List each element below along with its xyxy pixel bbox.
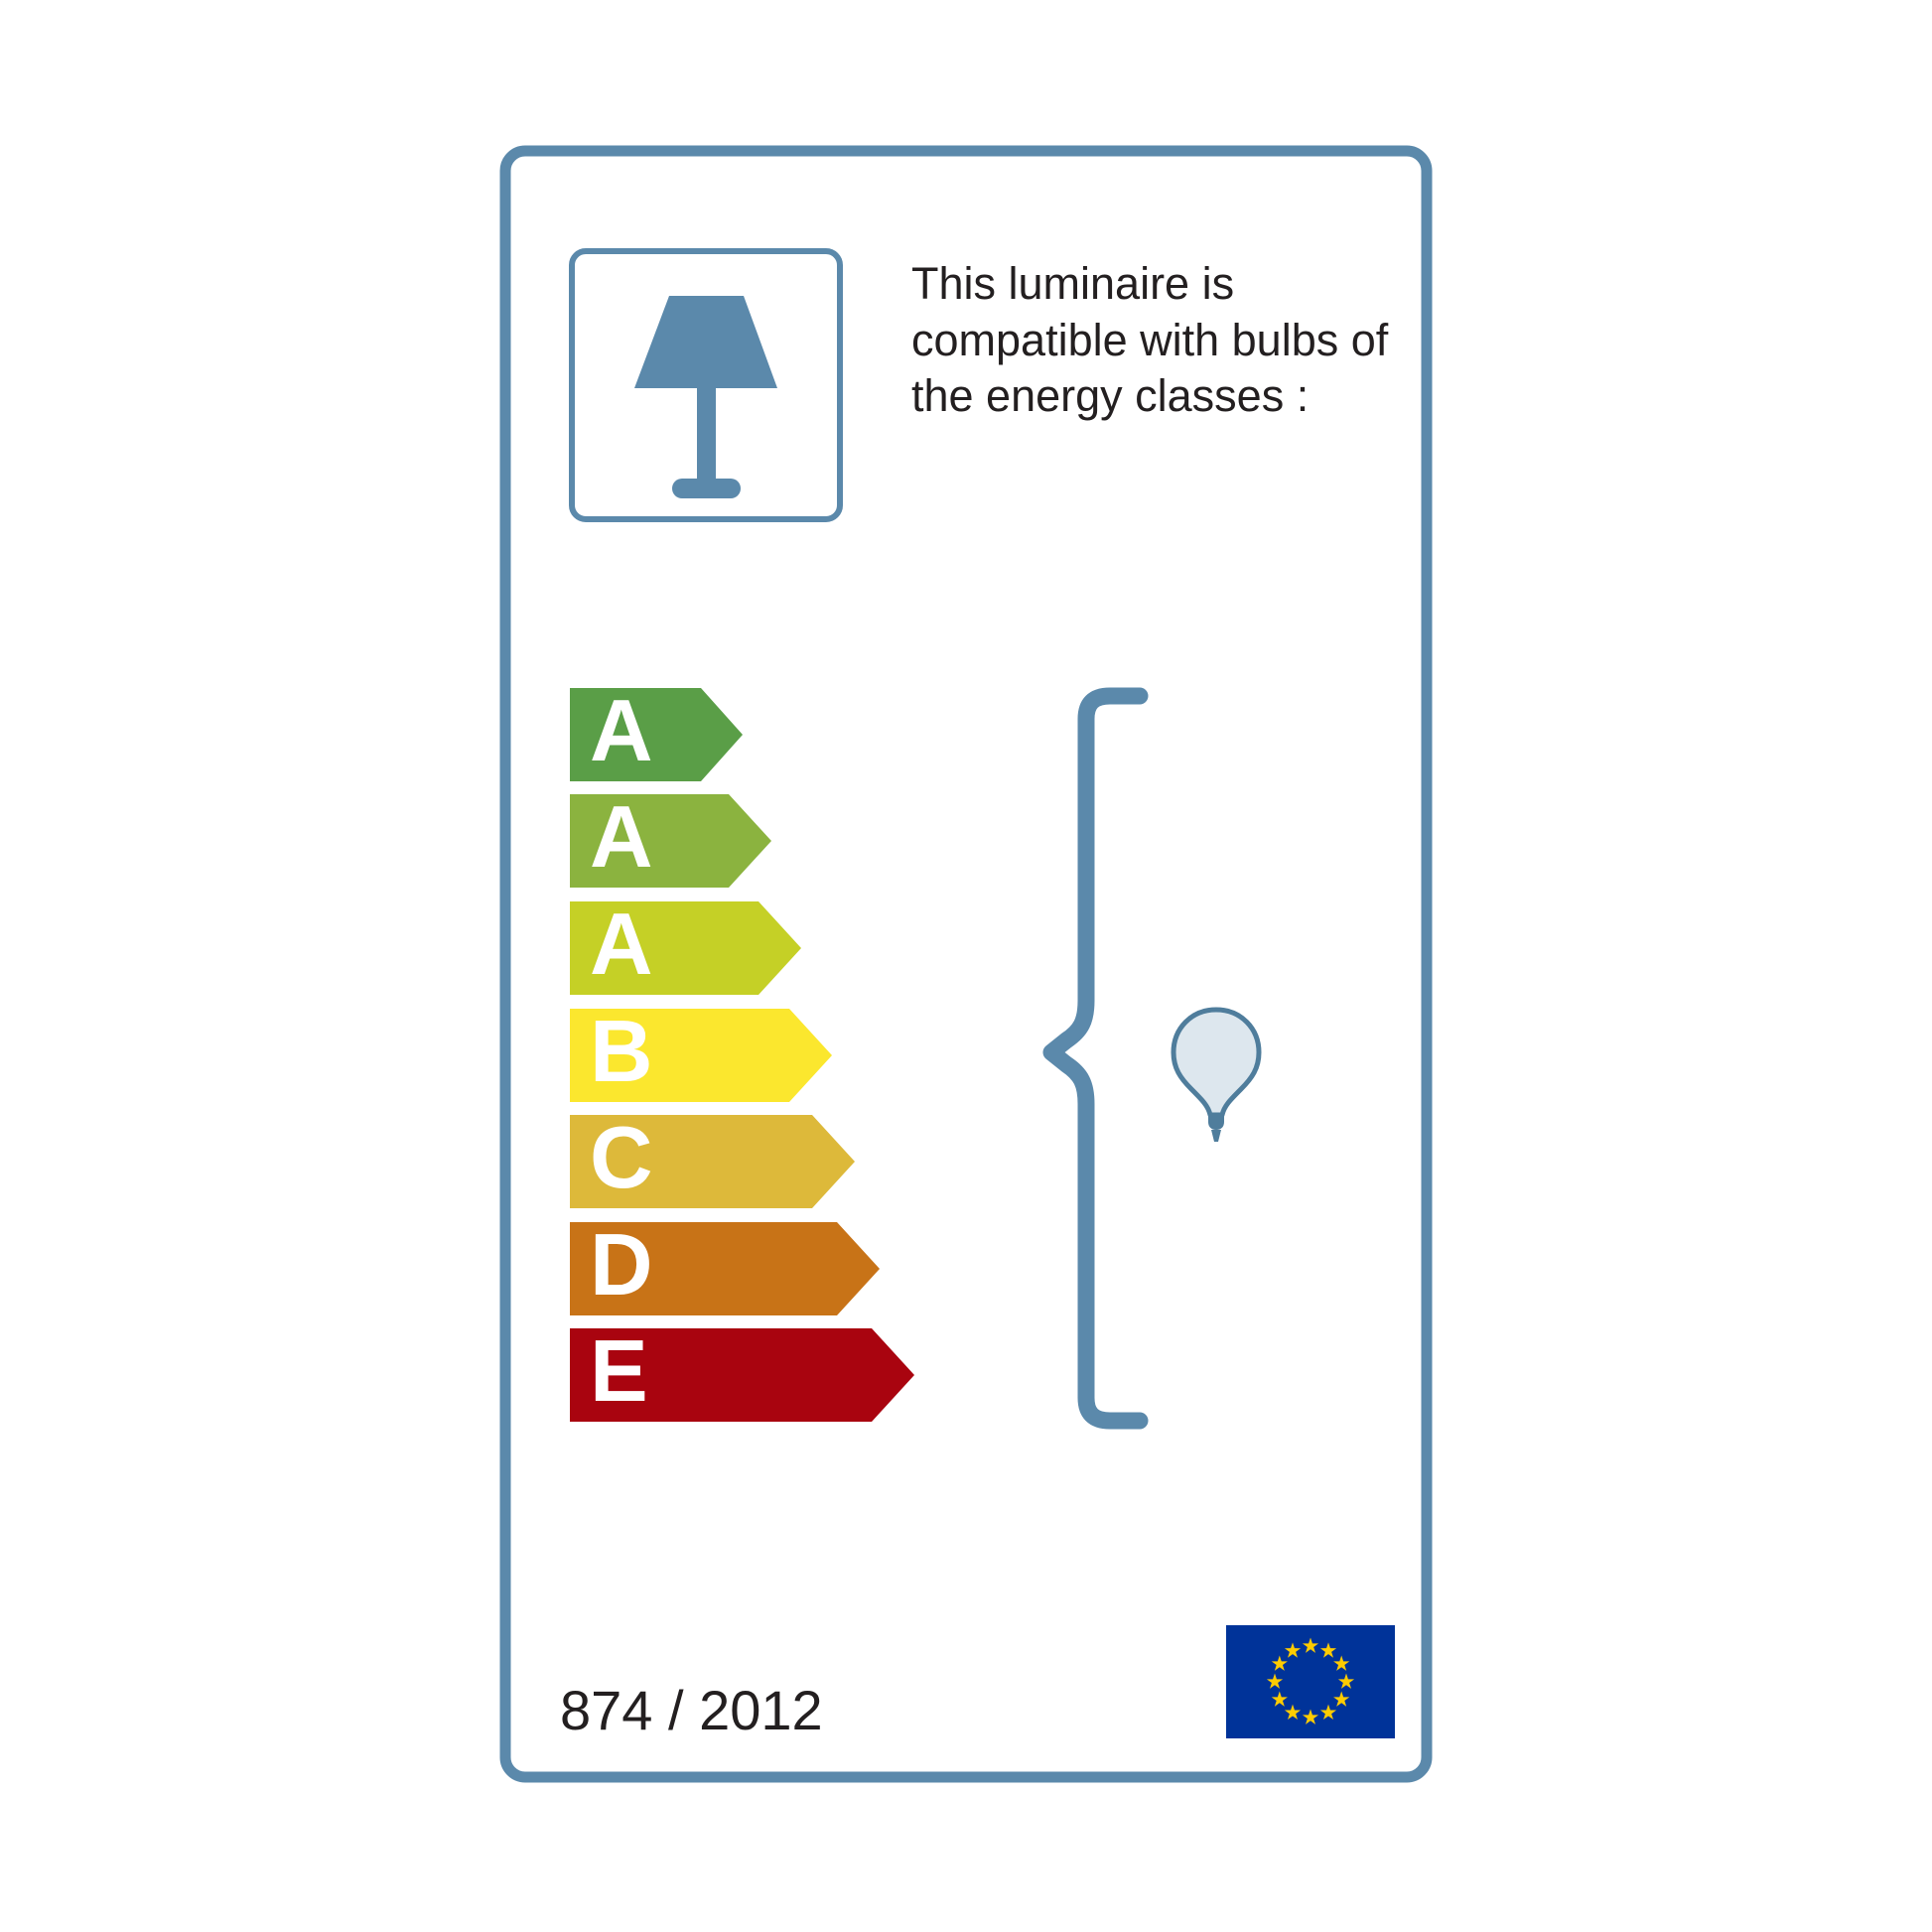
svg-text:compatible with bulbs of: compatible with bulbs of (911, 315, 1389, 365)
svg-text:C: C (590, 1108, 653, 1206)
svg-text:This luminaire is: This luminaire is (911, 258, 1234, 309)
svg-text:874 / 2012: 874 / 2012 (560, 1679, 823, 1741)
svg-text:A: A (590, 787, 653, 886)
svg-text:A: A (590, 895, 653, 993)
svg-text:D: D (590, 1215, 653, 1313)
svg-text:A: A (590, 681, 653, 779)
svg-text:B: B (590, 1002, 653, 1100)
svg-text:E: E (590, 1321, 648, 1420)
svg-text:the energy classes :: the energy classes : (911, 370, 1309, 421)
